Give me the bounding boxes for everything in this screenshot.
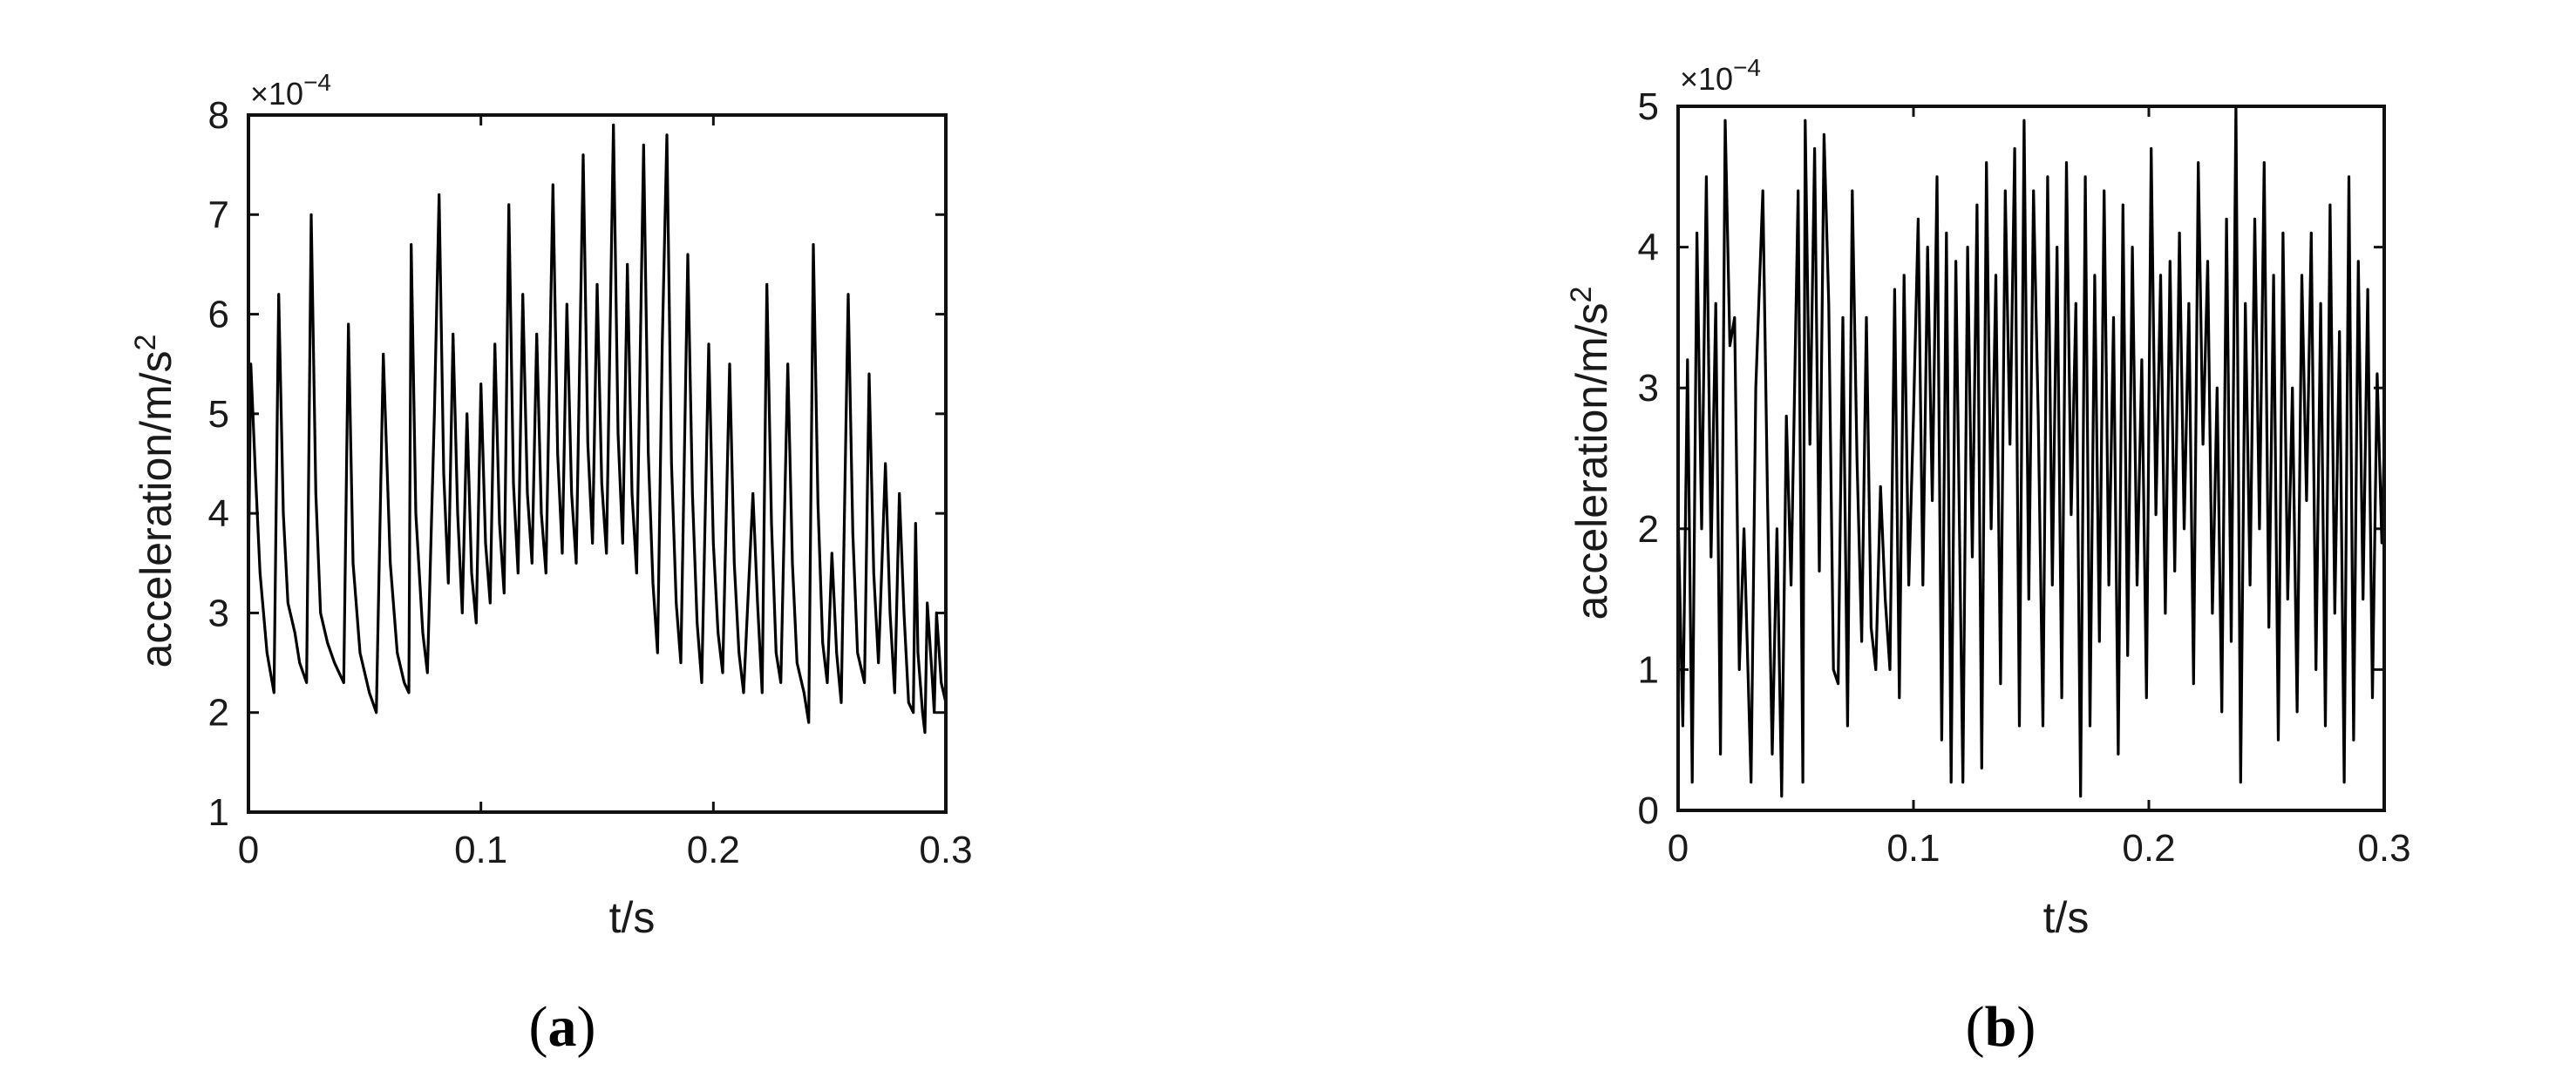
y-tick-label: 3 [1638, 367, 1659, 410]
y-tick-label: 2 [1638, 508, 1659, 551]
x-tick-label: 0 [1668, 827, 1689, 870]
y-tick-label: 1 [208, 791, 229, 834]
y-tick-label: 3 [208, 592, 229, 634]
x-tick-labels-b: 0 0.1 0.2 0.3 [1668, 827, 2411, 870]
y-tick-label: 0 [1638, 789, 1659, 832]
y-axis-label-a: acceleration/m/s2 [129, 335, 180, 668]
panel-label-b: (b) [1966, 995, 2036, 1059]
x-axis-label-b: t/s [2043, 893, 2090, 942]
panel-label-a: (a) [529, 995, 596, 1059]
series-line-b [1676, 105, 2386, 798]
y-tick-labels-b: 0 1 2 3 4 5 [1638, 85, 1659, 832]
y-tick-labels-a: 1 2 3 4 5 6 7 8 [208, 94, 229, 834]
x-tick-label: 0.1 [454, 829, 507, 871]
y-tick-label: 5 [208, 393, 229, 436]
chart-panel-b: acceleration/m/s2 ×10−4 0 0.1 0.2 0.3 0 1 2 3 4… [1565, 54, 2411, 1059]
x-axis-label-a: t/s [609, 893, 656, 942]
y-axis-label-b: acceleration/m/s2 [1565, 287, 1616, 620]
plot-frame-b [1676, 105, 2386, 812]
x-tick-label: 0 [238, 829, 259, 871]
y-tick-label: 4 [208, 492, 229, 535]
x-tick-label: 0.2 [687, 829, 740, 871]
y-tick-label: 8 [208, 94, 229, 137]
x-tick-label: 0.1 [1886, 827, 1940, 870]
y-tick-label: 4 [1638, 227, 1659, 269]
x-tick-label: 0.2 [2122, 827, 2175, 870]
chart-panel-a: acceleration/m/s2 ×10−4 0 0.1 0.2 0.3 1 2 3 4 5… [129, 69, 973, 1059]
plot-frame-a [247, 113, 948, 814]
x-tick-label: 0.3 [919, 829, 972, 871]
x-tick-label: 0.3 [2357, 827, 2410, 870]
y-tick-label: 5 [1638, 85, 1659, 128]
y-multiplier-b: ×10−4 [1680, 54, 1761, 97]
y-tick-label: 1 [1638, 648, 1659, 691]
y-tick-label: 2 [208, 692, 229, 735]
series-line-a [247, 123, 948, 735]
y-multiplier-a: ×10−4 [250, 69, 331, 112]
x-tick-labels-a: 0 0.1 0.2 0.3 [238, 829, 973, 871]
y-tick-label: 7 [208, 193, 229, 236]
y-tick-label: 6 [208, 294, 229, 336]
